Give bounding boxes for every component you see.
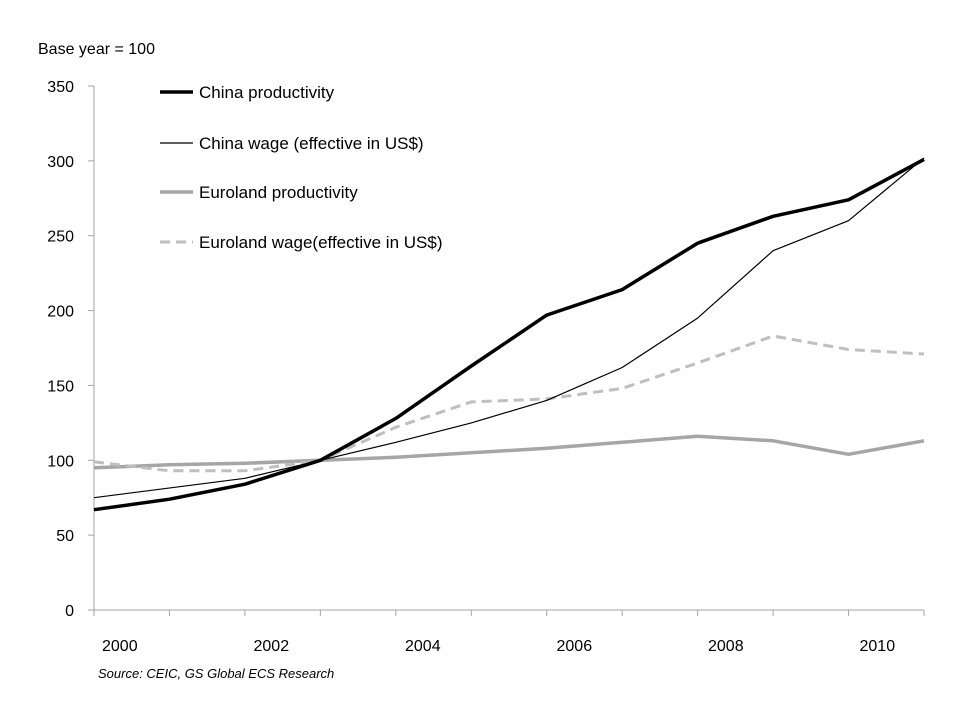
y-tick-label: 200	[47, 304, 74, 321]
legend: China productivity China wage (effective …	[160, 83, 443, 252]
x-tick-label: 2010	[860, 638, 896, 655]
series-line	[93, 334, 925, 473]
legend-label: Euroland productivity	[199, 183, 358, 202]
x-tick-label: 2006	[557, 638, 593, 655]
legend-label: China wage (effective in US$)	[199, 134, 424, 153]
legend-label: Euroland wage(effective in US$)	[199, 233, 443, 252]
y-tick-label: 100	[47, 453, 74, 470]
series-line	[93, 434, 925, 470]
x-tick-label: 2000	[102, 638, 138, 655]
x-tick-label: 2004	[405, 638, 441, 655]
x-tick-label: 2002	[254, 638, 290, 655]
y-tick-label: 350	[47, 79, 74, 96]
series-layer	[93, 157, 925, 512]
axes: 0 50 100 150 200 250 300 350 2000 2002 2004 2006 200…	[47, 79, 925, 655]
y-tick-label: 300	[47, 154, 74, 171]
y-tick-label: 0	[65, 603, 74, 620]
y-tick-label: 250	[47, 229, 74, 246]
y-axis-title: Base year = 100	[38, 41, 155, 58]
y-tick-label: 150	[47, 378, 74, 395]
legend-label: China productivity	[199, 83, 335, 102]
x-tick-label: 2008	[708, 638, 744, 655]
series-line	[93, 157, 925, 512]
series-line	[93, 157, 925, 499]
y-tick-label: 50	[56, 528, 74, 545]
source-note: Source: CEIC, GS Global ECS Research	[98, 666, 334, 681]
